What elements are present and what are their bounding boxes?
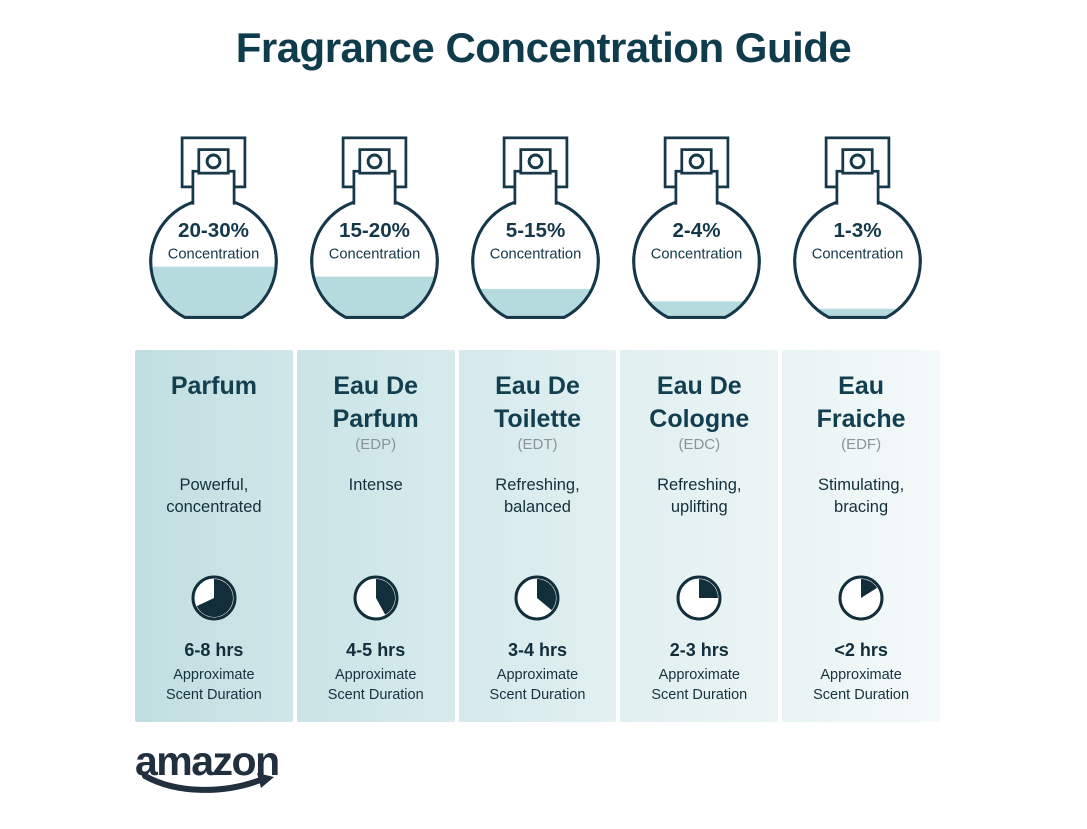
fragrance-name: Eau De Parfum bbox=[332, 372, 419, 433]
duration-note-line1: Approximate bbox=[334, 667, 417, 683]
clock-icon bbox=[838, 575, 884, 621]
fragrance-description: Refreshing, uplifting bbox=[657, 476, 742, 516]
duration-note-line1: Approximate bbox=[173, 667, 255, 683]
concentration-percent: 5-15% bbox=[506, 219, 566, 242]
fragrance-description: Refreshing, balanced bbox=[495, 476, 580, 516]
concentration-percent: 2-4% bbox=[672, 219, 720, 242]
scent-duration-note: Approximate Scent Duration bbox=[297, 665, 455, 705]
clock-icon bbox=[676, 575, 722, 621]
liquid-fill bbox=[150, 266, 277, 318]
fragrance-description: Stimulating, bracing bbox=[817, 476, 905, 516]
fragrance-column-eau-de-cologne: Eau De Cologne (EDC) Refreshing, uplifti… bbox=[620, 350, 779, 722]
fragrance-column-eau-de-parfum: Eau De Parfum (EDP) Intense 4-5 hrs Appr… bbox=[296, 350, 455, 722]
fragrance-abbr bbox=[135, 436, 293, 462]
liquid-fill bbox=[472, 288, 599, 318]
scent-duration-note: Approximate Scent Duration bbox=[782, 665, 940, 705]
duration-note-line2: Scent Duration bbox=[651, 687, 748, 703]
fragrance-description: Intense bbox=[348, 476, 403, 494]
amazon-logo-text: amazon bbox=[135, 738, 280, 784]
bottle-cell-parfum: 20-30% Concentration bbox=[135, 134, 292, 334]
amazon-smile-icon bbox=[142, 773, 274, 793]
fragrance-name: Eau Fraiche bbox=[816, 372, 906, 433]
fragrance-column-parfum: Parfum Powerful, concentrated 6-8 hrs Ap… bbox=[135, 350, 293, 722]
bottle-cell-edt: 5-15% Concentration bbox=[457, 134, 614, 334]
concentration-label: Concentration bbox=[812, 247, 904, 263]
duration-note-line1: Approximate bbox=[820, 667, 902, 683]
liquid-fill bbox=[311, 276, 438, 318]
perfume-bottle-icon: 1-3% Concentration bbox=[793, 136, 922, 319]
duration-note-line1: Approximate bbox=[658, 667, 740, 683]
duration-note-line2: Scent Duration bbox=[165, 687, 262, 703]
liquid-fill bbox=[794, 308, 921, 318]
perfume-bottle-icon: 15-20% Concentration bbox=[310, 136, 439, 319]
scent-duration-note: Approximate Scent Duration bbox=[135, 665, 293, 705]
duration-note-line2: Scent Duration bbox=[489, 687, 586, 703]
fragrance-columns: Parfum Powerful, concentrated 6-8 hrs Ap… bbox=[135, 350, 940, 722]
bottle-cell-edc: 2-4% Concentration bbox=[618, 134, 775, 334]
perfume-bottle-icon: 2-4% Concentration bbox=[632, 136, 761, 319]
clock-icon bbox=[191, 575, 237, 621]
concentration-percent: 1-3% bbox=[833, 219, 881, 242]
fragrance-abbr: (EDF) bbox=[841, 436, 882, 453]
liquid-fill bbox=[633, 301, 760, 318]
duration-note-line1: Approximate bbox=[496, 667, 579, 683]
scent-duration-value: 6-8 hrs bbox=[184, 640, 244, 660]
fragrance-abbr: (EDP) bbox=[355, 436, 397, 453]
scent-duration-value: 4-5 hrs bbox=[346, 640, 406, 660]
fragrance-description: Powerful, concentrated bbox=[166, 476, 262, 516]
clock-icon bbox=[514, 575, 560, 621]
concentration-label: Concentration bbox=[168, 247, 260, 263]
bottle-cell-edf: 1-3% Concentration bbox=[779, 134, 936, 334]
bottles-row: 20-30% Concentration 15-20% Concentratio… bbox=[135, 134, 940, 334]
fragrance-name: Eau De Toilette bbox=[493, 372, 582, 433]
concentration-label: Concentration bbox=[651, 247, 743, 263]
page-title: Fragrance Concentration Guide bbox=[235, 24, 852, 71]
perfume-bottle-icon: 5-15% Concentration bbox=[471, 136, 600, 319]
concentration-percent: 15-20% bbox=[339, 219, 410, 242]
duration-note-line2: Scent Duration bbox=[327, 687, 424, 703]
fragrance-abbr: (EDC) bbox=[678, 436, 721, 453]
scent-duration-value: 2-3 hrs bbox=[669, 640, 729, 660]
fragrance-abbr: (EDT) bbox=[517, 436, 558, 453]
scent-duration-note: Approximate Scent Duration bbox=[620, 665, 778, 705]
concentration-label: Concentration bbox=[490, 247, 582, 263]
duration-note-line2: Scent Duration bbox=[813, 687, 910, 703]
scent-duration-note: Approximate Scent Duration bbox=[459, 665, 617, 705]
scent-duration-value: <2 hrs bbox=[834, 640, 888, 660]
fragrance-column-eau-de-toilette: Eau De Toilette (EDT) Refreshing, balanc… bbox=[458, 350, 617, 722]
fragrance-column-eau-fraiche: Eau Fraiche (EDF) Stimulating, bracing <… bbox=[782, 350, 940, 722]
bottle-cell-edp: 15-20% Concentration bbox=[296, 134, 453, 334]
clock-icon bbox=[353, 575, 399, 621]
concentration-percent: 20-30% bbox=[178, 219, 249, 242]
perfume-bottle-icon: 20-30% Concentration bbox=[149, 136, 278, 319]
concentration-label: Concentration bbox=[329, 247, 421, 263]
fragrance-name: Parfum bbox=[170, 372, 257, 400]
scent-duration-value: 3-4 hrs bbox=[507, 640, 567, 660]
amazon-logo: amazon bbox=[135, 740, 305, 798]
fragrance-name: Eau De Cologne bbox=[649, 372, 750, 433]
